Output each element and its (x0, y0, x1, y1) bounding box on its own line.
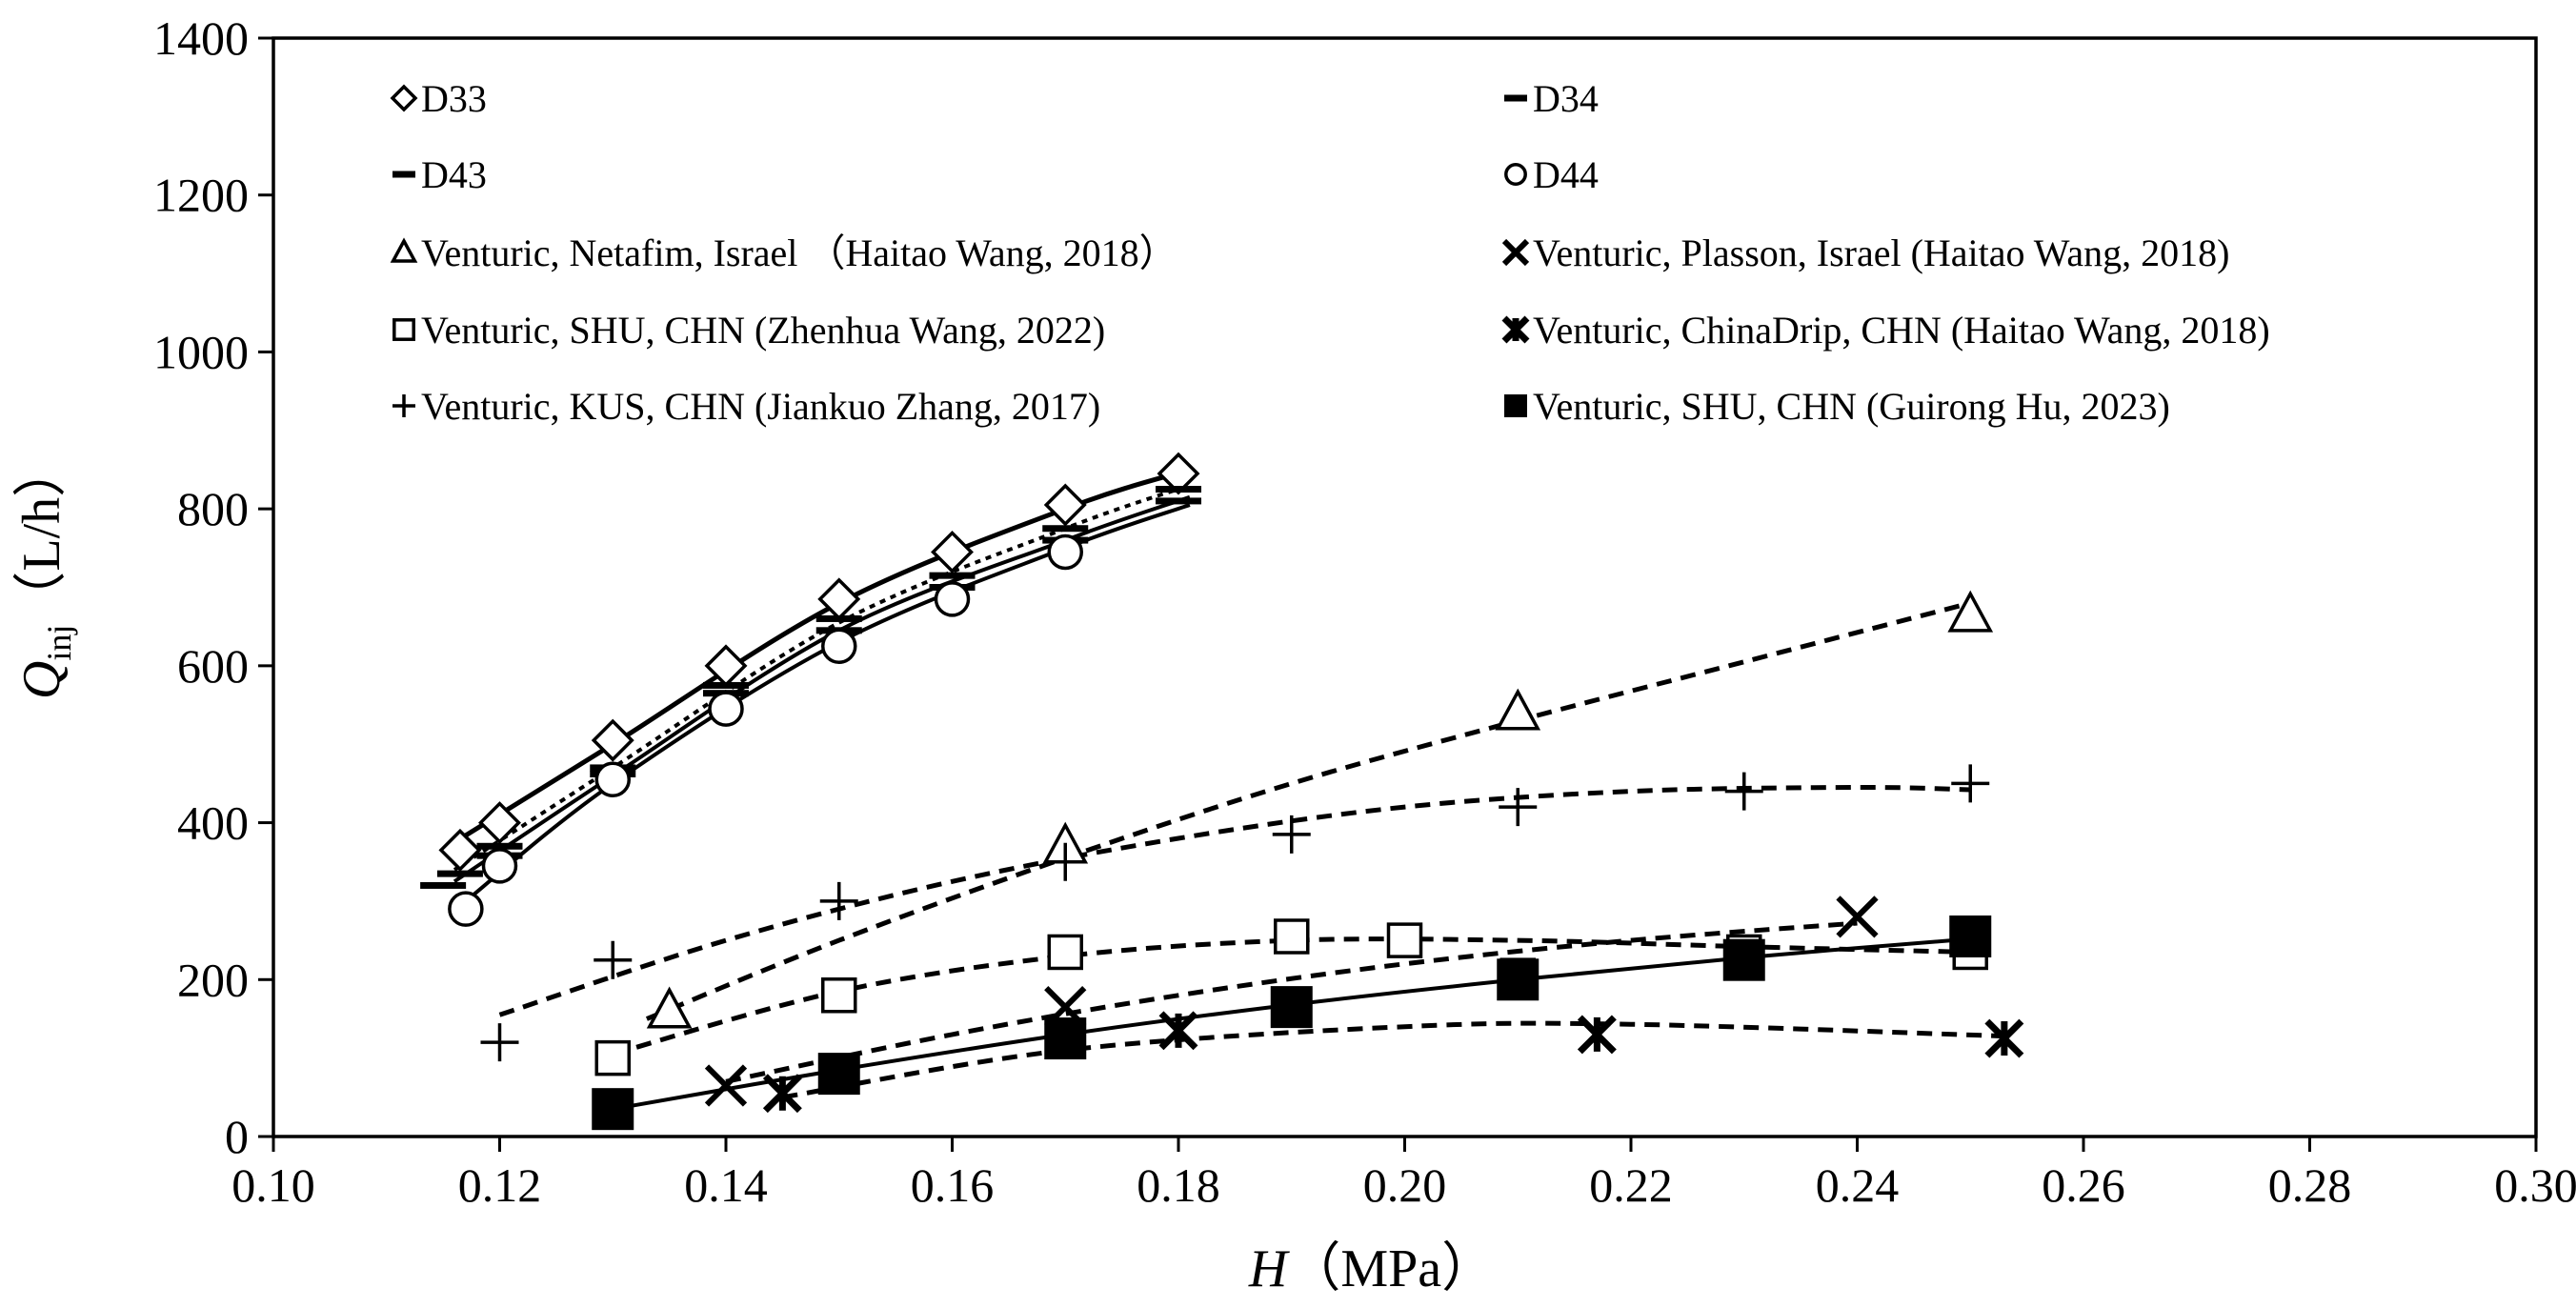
data-point (704, 1064, 748, 1107)
data-point (1722, 938, 1765, 981)
data-point (594, 1039, 631, 1077)
y-tick-label: 1000 (153, 325, 249, 378)
legend-label: D33 (421, 77, 487, 120)
legend-label: Venturic, SHU, CHN (Zhenhua Wang, 2022) (421, 309, 1105, 352)
data-point (448, 891, 484, 927)
fit-curve (725, 920, 1858, 1084)
data-point (1044, 1017, 1087, 1060)
data-point (392, 171, 415, 178)
data-point (703, 681, 749, 689)
data-point (1157, 452, 1200, 495)
data-point (1947, 590, 1994, 633)
data-point (1501, 315, 1530, 344)
data-point (481, 848, 518, 884)
data-point (762, 1074, 802, 1114)
data-point (591, 718, 634, 762)
data-point (1495, 688, 1541, 731)
data-point (1504, 94, 1527, 102)
fit-curve (498, 784, 1971, 1017)
data-point (821, 977, 857, 1014)
x-tick-label: 0.12 (458, 1158, 542, 1212)
data-point (1270, 986, 1313, 1029)
data-point (436, 870, 483, 877)
data-point (420, 881, 467, 889)
fit-curve (781, 1020, 2004, 1100)
x-tick-label: 0.14 (684, 1158, 768, 1212)
data-point (1951, 764, 1990, 803)
data-point (708, 691, 744, 727)
legend-label: Venturic, KUS, CHN (Jiankuo Zhang, 2017) (421, 385, 1100, 428)
x-tick-label: 0.20 (1363, 1158, 1447, 1212)
data-point (390, 84, 418, 112)
x-tick-label: 0.24 (1816, 1158, 1900, 1212)
y-tick-label: 600 (177, 639, 249, 693)
x-tick-label: 0.16 (911, 1158, 995, 1212)
x-tick-label: 0.22 (1589, 1158, 1673, 1212)
data-point (390, 237, 418, 263)
x-tick-label: 0.18 (1137, 1158, 1220, 1212)
data-point (1386, 922, 1423, 958)
data-point (1047, 533, 1083, 571)
data-point (1158, 1011, 1198, 1051)
data-point (1504, 394, 1527, 417)
x-tick-label: 0.26 (2042, 1158, 2125, 1212)
legend-label: Venturic, Netafim, Israel （Haitao Wang, … (421, 231, 1177, 274)
y-axis-title: Qinj（L/h） (12, 444, 78, 699)
y-tick-label: 1400 (153, 11, 249, 65)
data-point (934, 581, 971, 617)
data-point (819, 881, 858, 920)
data-point (438, 828, 482, 872)
x-tick-label: 0.28 (2268, 1158, 2352, 1212)
data-point (1156, 486, 1201, 493)
y-tick-label: 0 (225, 1110, 249, 1163)
data-point (392, 318, 415, 341)
y-tick-label: 200 (177, 953, 249, 1006)
fit-curve (645, 600, 1971, 1021)
legend-label: D34 (1533, 77, 1599, 120)
data-point (929, 572, 976, 579)
x-axis-title: H（MPa） (1248, 1239, 1495, 1298)
data-point (1046, 842, 1085, 881)
data-point (1724, 772, 1763, 811)
data-point (594, 761, 631, 798)
data-point (1501, 238, 1530, 267)
y-tick-label: 800 (177, 482, 249, 535)
data-point (1577, 1015, 1617, 1055)
legend-label: D44 (1533, 153, 1599, 196)
legend-label: Venturic, SHU, CHN (Guirong Hu, 2023) (1533, 385, 2170, 428)
y-tick-label: 1200 (153, 169, 249, 222)
data-point (931, 530, 974, 574)
legend-label: Venturic, ChinaDrip, CHN (Haitao Wang, 2… (1533, 309, 2270, 352)
data-point (646, 986, 693, 1029)
legend-label: Venturic, Plasson, Israel (Haitao Wang, … (1533, 231, 2229, 274)
data-point (1274, 918, 1310, 955)
data-point (1497, 958, 1540, 1001)
data-point (476, 842, 523, 850)
data-point (1836, 895, 1879, 938)
data-point (480, 1023, 519, 1062)
fit-curve (453, 483, 1191, 872)
legend-label: D43 (421, 153, 487, 196)
data-point (1042, 525, 1089, 533)
data-point (1504, 163, 1527, 186)
data-point (592, 1088, 634, 1131)
data-point (1272, 815, 1311, 854)
data-point (594, 940, 633, 979)
x-tick-label: 0.10 (231, 1158, 315, 1212)
data-point (1043, 483, 1087, 527)
data-point (392, 394, 415, 417)
x-tick-label: 0.30 (2494, 1158, 2576, 1212)
data-point (1156, 497, 1201, 505)
data-point (1949, 915, 1992, 957)
data-point (1047, 934, 1083, 971)
data-point (821, 628, 857, 665)
data-point (817, 1053, 860, 1096)
data-point (478, 801, 521, 845)
data-point (1984, 1018, 2024, 1058)
data-point (1499, 788, 1538, 827)
data-point (815, 614, 862, 622)
y-tick-label: 400 (177, 796, 249, 850)
